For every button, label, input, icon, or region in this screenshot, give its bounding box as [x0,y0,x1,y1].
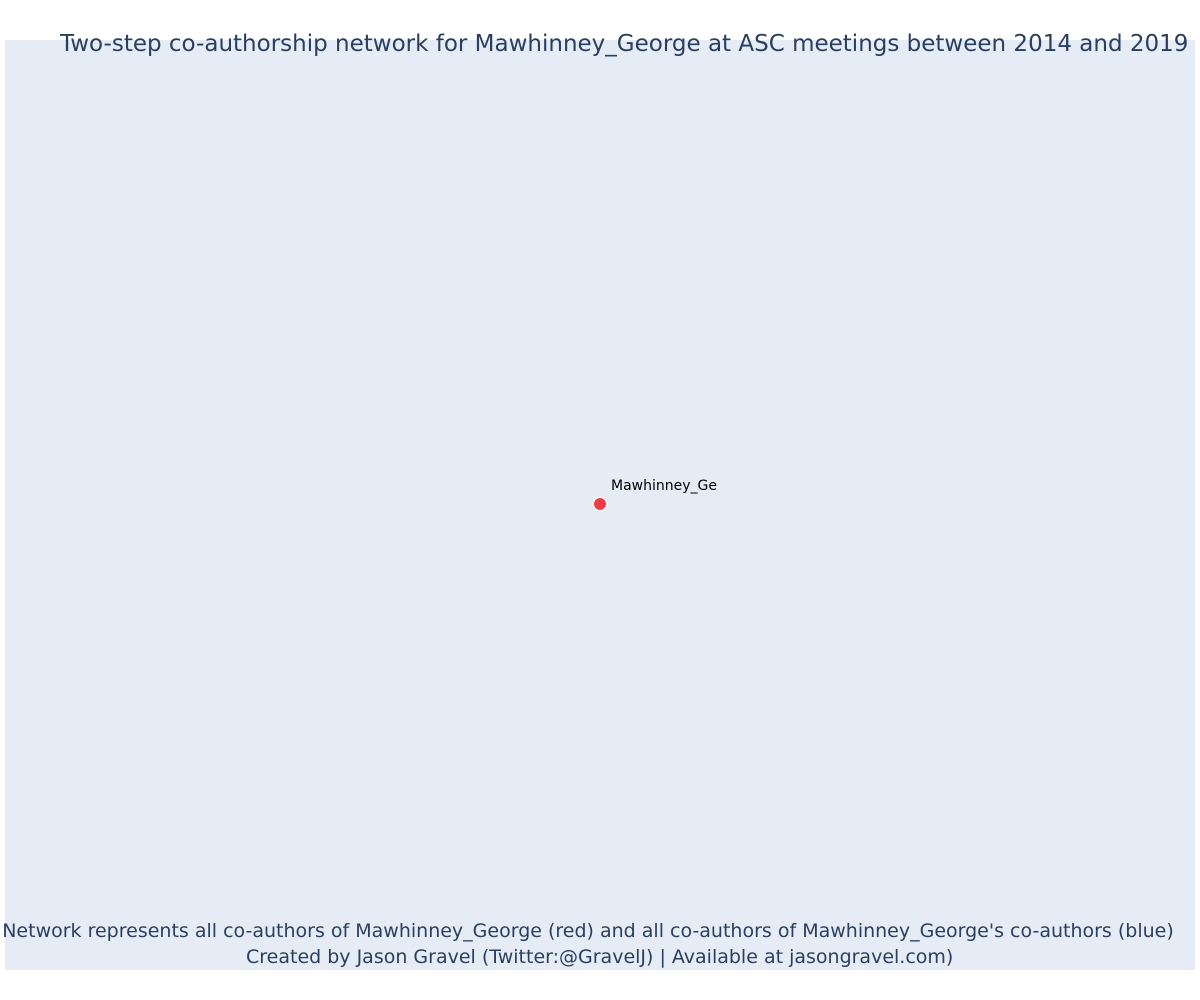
focal-author-label: Mawhinney_Ge [611,478,717,494]
network-caption: Network represents all co-authors of Maw… [2,920,1174,942]
credit-line: Created by Jason Gravel (Twitter:@Gravel… [246,946,954,968]
network-title: Two-step co-authorship network for Mawhi… [60,31,1189,57]
focal-author-node[interactable] [593,497,607,511]
